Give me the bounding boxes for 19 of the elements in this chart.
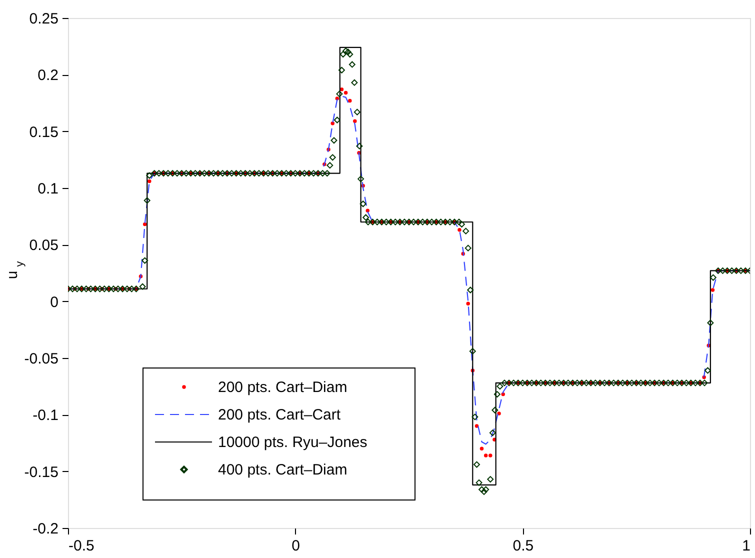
y-tick-label: 0.05 [29, 237, 58, 254]
legend-label: 400 pts. Cart–Diam [218, 462, 348, 478]
legend-label: 10000 pts. Ryu–Jones [218, 434, 368, 451]
y-tick-label: 0.25 [29, 10, 58, 28]
y-tick-label: 0.1 [38, 180, 58, 198]
legend-label: 200 pts. Cart–Diam [218, 379, 348, 396]
x-tick-label: 0.5 [512, 538, 534, 554]
y-tick-label: -0.15 [24, 464, 58, 481]
x-tick-label: 1 [742, 538, 750, 554]
y-tick-label: 0.15 [29, 124, 58, 141]
legend-label: 200 pts. Cart–Cart [218, 406, 342, 424]
y-tick-label: -0.2 [32, 520, 58, 538]
y-tick-label: 0.2 [38, 67, 58, 84]
x-tick-label: -0.5 [68, 538, 94, 554]
y-tick-label: -0.1 [32, 407, 58, 424]
x-tick-label: 0 [292, 538, 300, 554]
y-axis-title: uy [4, 260, 26, 280]
y-tick-label: -0.05 [24, 350, 58, 368]
y-tick-label: 0 [50, 294, 58, 311]
